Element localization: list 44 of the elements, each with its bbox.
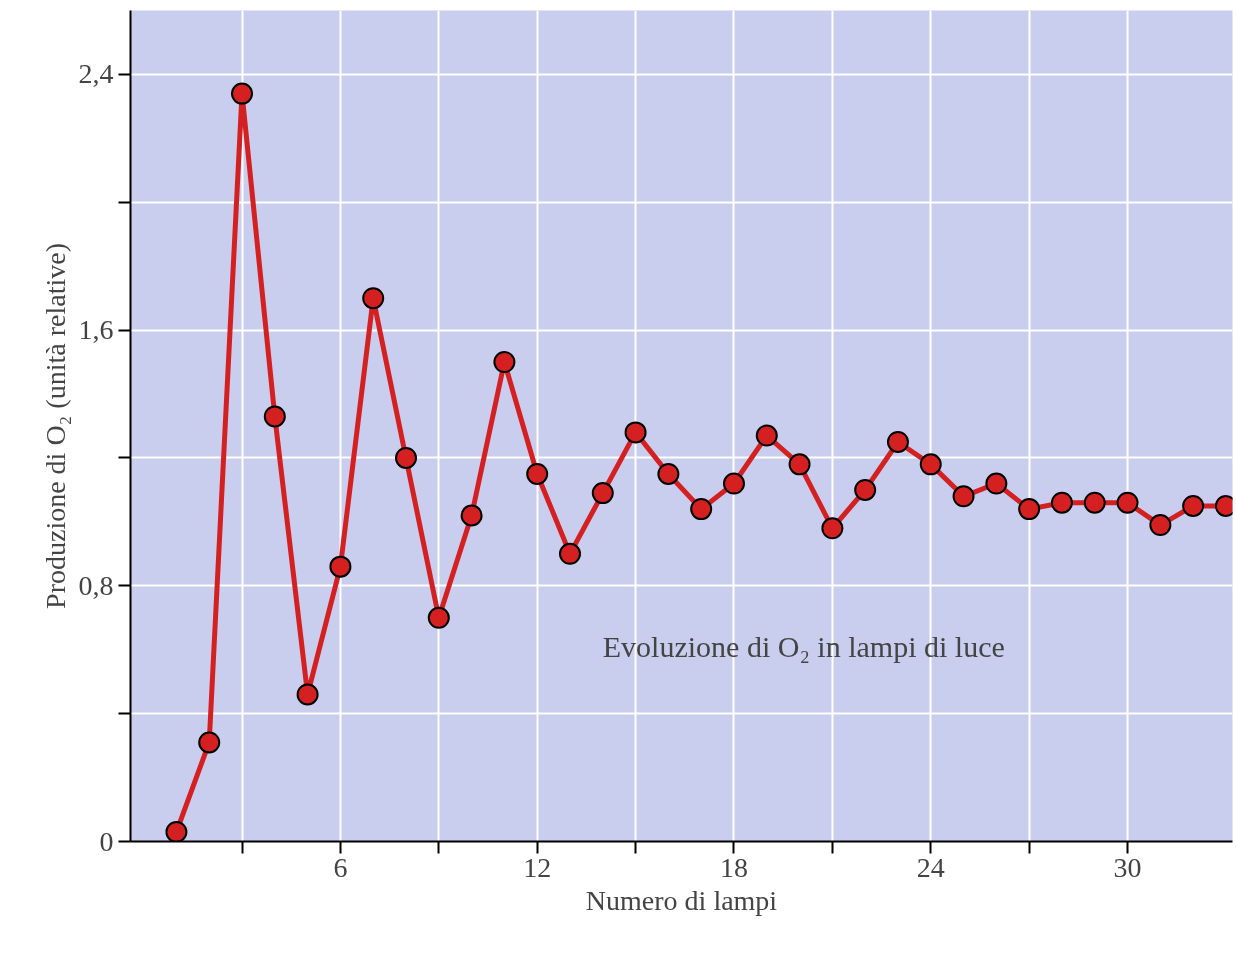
point — [624, 421, 647, 444]
x-tick-label: 18 — [719, 851, 748, 883]
point — [1083, 491, 1106, 514]
point — [395, 446, 417, 469]
point — [526, 462, 549, 485]
point — [296, 683, 319, 706]
annotation: Evoluzione di O₂ in lampi di luce — [602, 629, 1005, 663]
point — [460, 504, 483, 527]
point — [722, 472, 745, 495]
point — [854, 478, 877, 501]
point — [788, 453, 811, 476]
point — [263, 405, 286, 428]
x-tick-label: 6 — [333, 851, 348, 883]
y-tick-label: 1,6 — [78, 314, 114, 346]
point — [362, 287, 385, 310]
point — [1018, 498, 1041, 521]
point — [755, 424, 778, 447]
point — [886, 431, 909, 453]
x-tick-label: 24 — [916, 851, 945, 883]
point — [952, 485, 975, 508]
point — [329, 555, 352, 578]
point — [821, 517, 844, 540]
point — [985, 472, 1008, 495]
point — [558, 542, 581, 565]
y-axis-title: Produzione di O₂ (unità relative) — [39, 243, 71, 609]
point — [1050, 491, 1073, 514]
point — [690, 498, 713, 521]
point — [165, 820, 188, 842]
point — [919, 453, 942, 476]
point — [198, 731, 221, 754]
point — [1149, 514, 1172, 537]
point — [657, 462, 680, 485]
point — [591, 482, 614, 505]
y-tick-label: 0,8 — [78, 569, 114, 601]
point — [1116, 491, 1139, 514]
x-tick-label: 30 — [1113, 851, 1142, 883]
point — [1182, 494, 1205, 517]
x-tick-label: 12 — [523, 851, 552, 883]
x-axis-title: Numero di lampi — [585, 884, 778, 916]
point — [231, 82, 254, 105]
y-tick-label: 0 — [99, 825, 114, 857]
point — [427, 606, 450, 629]
point — [493, 351, 516, 374]
y-tick-label: 2,4 — [78, 58, 114, 90]
